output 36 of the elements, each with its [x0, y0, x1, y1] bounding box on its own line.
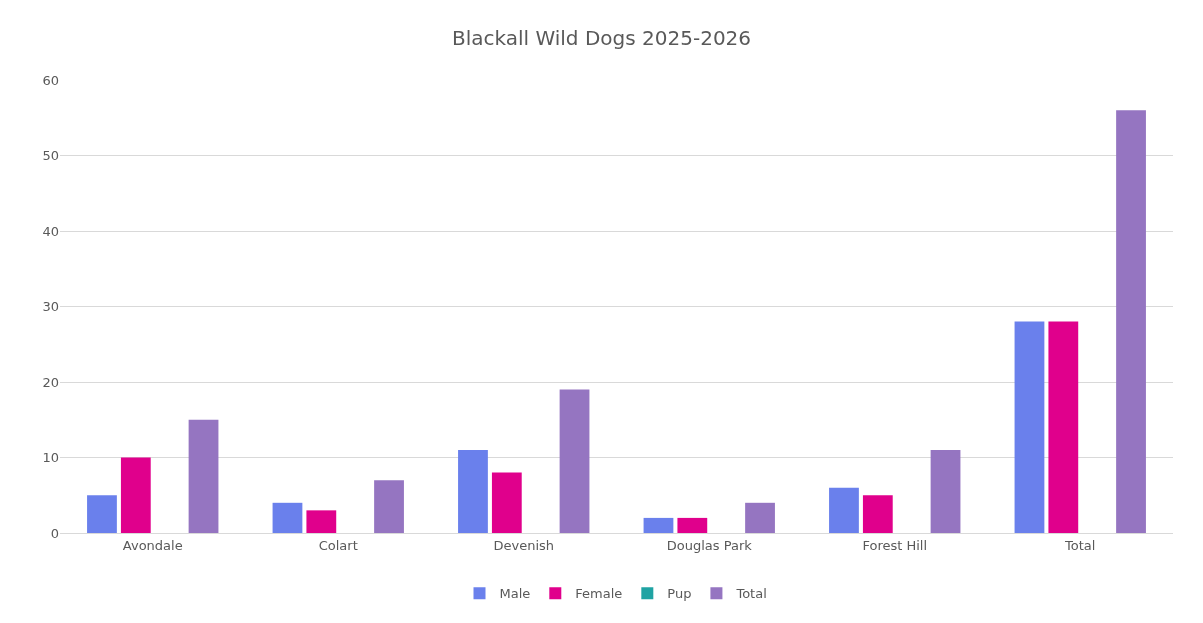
bar: [677, 517, 708, 533]
bar: [1014, 321, 1045, 533]
legend-label: Total: [735, 586, 767, 602]
x-tick-label: Douglas Park: [666, 537, 753, 553]
bar: [458, 449, 488, 533]
y-tick-label: 10: [42, 450, 59, 466]
bar: [374, 480, 404, 533]
bar: [829, 487, 859, 533]
x-tick-label: Avondale: [122, 537, 183, 553]
bar: [643, 517, 674, 533]
bar: [1048, 321, 1079, 533]
y-tick-label: 50: [42, 148, 59, 164]
bar: [120, 457, 151, 533]
bar: [272, 502, 303, 533]
x-tick-label: Forest Hill: [862, 537, 928, 553]
legend-label: Pup: [667, 586, 692, 602]
x-tick-label: Colart: [318, 537, 358, 553]
y-tick-label: 40: [42, 223, 59, 239]
chart-title: Blackall Wild Dogs 2025-2026: [451, 26, 752, 51]
legend-label: Female: [575, 586, 623, 602]
bar: [188, 419, 219, 533]
bar: [491, 472, 522, 533]
y-tick-label: 60: [42, 72, 59, 88]
bar: [745, 502, 775, 533]
bar: [306, 510, 337, 533]
y-tick-label: 0: [50, 525, 59, 541]
y-tick-label: 20: [42, 374, 59, 390]
bar: [559, 389, 590, 533]
x-tick-label: Devenish: [493, 537, 555, 553]
bar: [930, 449, 961, 533]
bar: [87, 495, 117, 533]
x-tick-label: Total: [1064, 537, 1096, 553]
y-tick-label: 30: [42, 299, 59, 315]
bar: [1116, 110, 1146, 533]
legend-label: Male: [499, 586, 531, 602]
bar: [862, 495, 893, 533]
